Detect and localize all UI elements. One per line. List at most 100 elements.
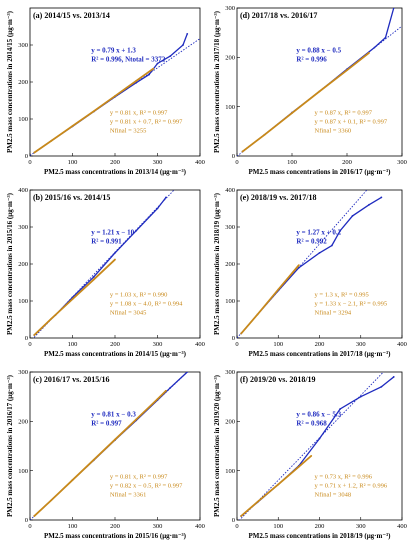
y-tick-label: 200: [225, 261, 235, 268]
x-tick-label: 100: [273, 523, 283, 530]
data-point: [256, 500, 259, 503]
data-point: [256, 313, 259, 316]
x-tick-label: 300: [153, 159, 163, 166]
y-tick-label: 200: [18, 419, 28, 426]
y-tick-label: 200: [18, 261, 28, 268]
orange-fit-annotation: y = 0.82 x − 0.5, R² = 0.997: [110, 483, 183, 490]
panel-5: 0 100 200 300 400 0 100 200 300 (f) 2019/20 vs. 2…: [213, 369, 407, 540]
series-line-1: [33, 258, 116, 336]
data-point: [318, 437, 321, 440]
y-tick-label: 200: [225, 55, 235, 62]
plot-area: [32, 190, 175, 338]
panel-4: 0 100 200 300 400 0 100 200 300 400 (e) 2018/19 vs…: [213, 187, 407, 358]
x-tick-label: 100: [68, 159, 78, 166]
blue-fit-annotation: R² = 0.991: [91, 237, 122, 245]
y-tick-label: 0: [232, 335, 235, 342]
data-point: [50, 317, 53, 320]
data-point: [318, 90, 321, 93]
data-point: [71, 479, 74, 481]
x-axis-label: PM2.5 mass concentrations in 2014/15 (μg…: [44, 350, 187, 358]
x-tick-label: 0: [28, 341, 31, 348]
orange-fit-annotation: y = 0.81 x, R² = 0.997: [110, 474, 168, 481]
panel-title: (f) 2019/20 vs. 2018/19: [240, 375, 316, 384]
orange-fit-annotation: y = 0.87 x + 0.1, R² = 0.997: [315, 119, 388, 126]
y-tick-label: 100: [225, 104, 235, 111]
y-tick-label: 300: [225, 224, 235, 231]
blue-fit-annotation: R² = 0.996: [296, 55, 327, 63]
data-point: [380, 196, 383, 199]
blue-fit-annotation: y = 1.21 x − 10: [91, 228, 134, 236]
data-point: [169, 386, 172, 389]
y-tick-label: 100: [225, 298, 235, 305]
orange-fit-annotation: Nfinal = 3360: [315, 128, 352, 135]
data-point: [380, 385, 383, 388]
orange-fit-annotation: y = 0.71 x + 1.2, R² = 0.996: [315, 483, 388, 490]
data-point: [277, 288, 280, 291]
series-line-1: [241, 52, 370, 153]
data-point: [186, 33, 189, 35]
blue-fit-annotation: y = 0.86 x − 5.3: [296, 410, 341, 418]
panel-title: (e) 2018/19 vs. 2017/18: [240, 193, 316, 202]
data-point: [291, 112, 293, 114]
x-tick-label: 100: [68, 523, 78, 530]
y-axis-label: PM2.5 mass concentrations in 2018/19 (μg…: [213, 192, 221, 335]
blue-fit-annotation: y = 0.88 x − 0.5: [296, 46, 341, 54]
data-point: [297, 465, 300, 468]
data-point: [351, 215, 354, 217]
plot-frame: [236, 7, 403, 157]
blue-fit-annotation: y = 1.27 x + 0.2: [296, 228, 341, 236]
data-point: [114, 258, 116, 261]
data-point: [165, 196, 167, 199]
data-point: [114, 252, 116, 254]
y-tick-label: 0: [232, 517, 235, 524]
orange-fit-annotation: y = 0.81 x + 0.7, R² = 0.997: [110, 119, 183, 126]
x-tick-label: 0: [235, 159, 238, 166]
data-point: [368, 203, 370, 206]
data-point: [182, 44, 184, 46]
orange-fit-annotation: Nfinal = 3048: [315, 492, 352, 499]
data-point: [392, 8, 395, 9]
series-line-0: [240, 196, 382, 334]
data-point: [50, 139, 53, 142]
data-point: [240, 515, 243, 517]
panel-1: 0 100 200 300 400 0 100 200 300 400 (b) 2015/16 vs…: [6, 187, 205, 358]
y-axis-label: PM2.5 mass concentrations in 2015/16 (μg…: [6, 192, 14, 335]
y-tick-label: 0: [232, 153, 235, 160]
orange-fit-annotation: y = 0.81 x, R² = 0.997: [110, 110, 168, 117]
data-point: [92, 278, 95, 281]
data-point: [92, 276, 95, 278]
data-point: [339, 408, 342, 410]
orange-fit-annotation: y = 1.3 x, R² = 0.995: [315, 292, 369, 299]
orange-fit-annotation: y = 0.87 x, R² = 0.997: [315, 110, 373, 117]
y-tick-label: 300: [18, 42, 28, 49]
data-point: [384, 36, 387, 39]
x-tick-label: 300: [356, 523, 366, 530]
x-tick-label: 400: [195, 523, 205, 530]
data-point: [359, 395, 362, 398]
data-point: [71, 125, 74, 127]
data-point: [92, 110, 95, 113]
x-tick-label: 300: [153, 523, 163, 530]
y-tick-label: 300: [18, 369, 28, 376]
x-axis-label: PM2.5 mass concentrations in 2015/16 (μg…: [44, 532, 187, 540]
x-axis-label: PM2.5 mass concentrations in 2016/17 (μg…: [249, 168, 392, 176]
plot-area: [238, 372, 395, 520]
y-tick-label: 100: [225, 468, 235, 475]
y-tick-label: 200: [225, 419, 235, 426]
data-point: [148, 73, 150, 76]
series-line-1: [33, 390, 167, 517]
y-axis-label: PM2.5 mass concentrations in 2017/18 (μg…: [213, 10, 221, 153]
panel-2: 0 100 200 300 400 0 100 200 300 (c) 2016/17 vs. 2…: [6, 369, 205, 540]
x-tick-label: 300: [153, 341, 163, 348]
x-tick-label: 200: [342, 159, 352, 166]
x-tick-label: 0: [235, 341, 238, 348]
x-tick-label: 300: [397, 159, 407, 166]
blue-fit-annotation: R² = 0.968: [296, 419, 327, 427]
x-tick-label: 0: [28, 159, 31, 166]
orange-fit-annotation: Nfinal = 3361: [110, 492, 147, 499]
data-point: [156, 398, 159, 401]
data-point: [33, 334, 36, 336]
x-tick-label: 300: [356, 341, 366, 348]
data-point: [169, 55, 172, 57]
